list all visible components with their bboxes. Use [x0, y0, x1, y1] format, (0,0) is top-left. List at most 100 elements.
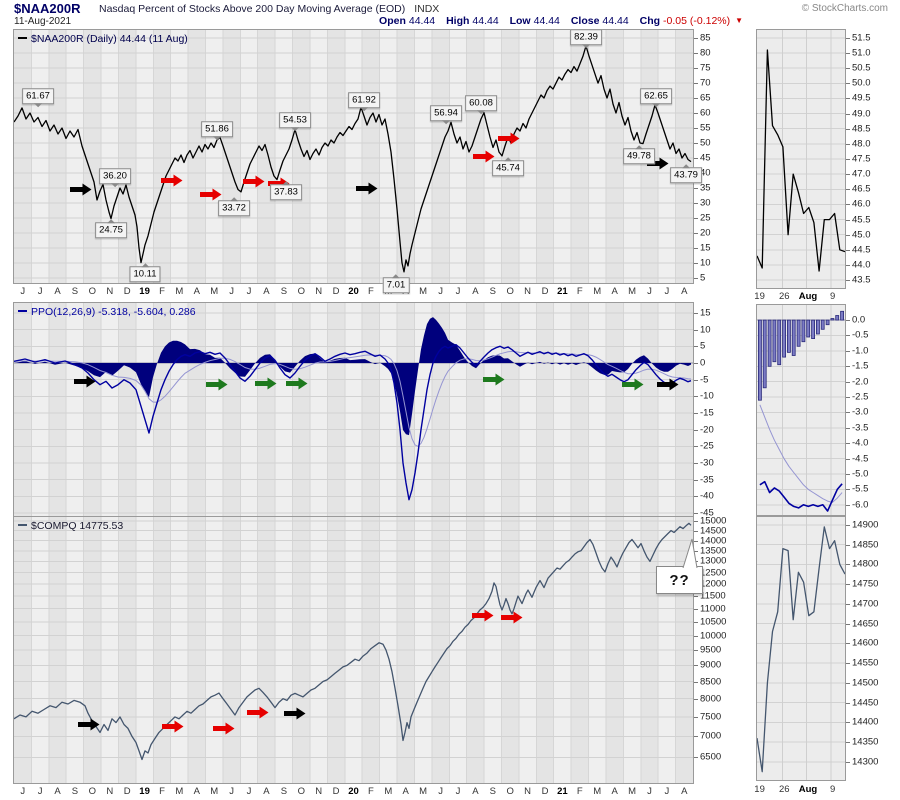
x-axis-month-label: J [455, 786, 461, 797]
low-label: Low [509, 15, 531, 27]
y-axis-tick [694, 38, 698, 39]
y-axis-tick [694, 203, 698, 204]
y-axis-tick [694, 248, 698, 249]
black-arrow-icon [356, 182, 378, 195]
compq-plot[interactable] [13, 516, 694, 784]
y-axis-tick [694, 128, 698, 129]
x-axis-month-label: M [419, 286, 428, 297]
x-axis-month-label: S [280, 286, 288, 297]
ppo-y-axis-label: 5 [700, 340, 706, 352]
ppo-y-axis-label: -20 [700, 424, 714, 436]
x-axis-month-label: J [438, 286, 443, 297]
ppo-y-axis-label: -30 [700, 457, 714, 469]
mini-naa200r-plot[interactable] [756, 29, 846, 289]
question-annotation-bubble: ?? [656, 566, 703, 594]
y-axis-tick [694, 413, 698, 414]
mini-ppo-y-axis-label: -3.0 [852, 406, 869, 418]
stockcharts-attribution-link[interactable]: © StockCharts.com [801, 3, 888, 14]
y-axis-tick [694, 396, 698, 397]
x-axis-month-label: S [489, 286, 496, 297]
y-axis-tick [846, 174, 850, 175]
red-arrow-icon [501, 611, 523, 624]
y-axis-tick [694, 531, 698, 532]
high-label: High [446, 15, 470, 27]
compq-panel-legend: $COMPQ 14775.53 [18, 520, 123, 532]
price-callout: 24.75 [95, 219, 127, 238]
x-axis-month-label: A [472, 286, 479, 297]
y-axis-tick [694, 609, 698, 610]
mini-ppo-y-axis-label: 0.0 [852, 314, 866, 326]
x-axis-month-label: M [419, 786, 428, 797]
black-arrow-icon [284, 707, 306, 720]
y-axis-tick [846, 624, 850, 625]
price-callout: 61.67 [22, 88, 54, 107]
mini-compq-y-axis-label: 14700 [852, 598, 879, 610]
red-arrow-icon [162, 720, 184, 733]
x-axis-month-label: N [524, 286, 532, 297]
y-axis-tick [846, 643, 850, 644]
mini-compq-plot[interactable] [756, 516, 846, 781]
main-price-y-axis-label: 55 [700, 122, 711, 134]
ppo-y-axis-label: -35 [700, 474, 714, 486]
price-callout: 45.74 [492, 157, 524, 176]
main-price-y-axis-label: 15 [700, 242, 711, 254]
y-axis-tick [694, 636, 698, 637]
y-axis-tick [846, 584, 850, 585]
main-price-y-axis-label: 75 [700, 62, 711, 74]
x-axis-month-label: S [280, 786, 288, 797]
red-arrow-icon [200, 188, 222, 201]
green-arrow-icon [286, 377, 308, 390]
main-price-y-axis-label: 35 [700, 182, 711, 194]
compq-y-axis-label: 8000 [700, 693, 722, 705]
main-price-plot[interactable] [13, 29, 694, 284]
symbol-title: $NAA200R [14, 1, 81, 16]
x-axis-month-label: A [611, 786, 618, 797]
x-axis-month-label: F [576, 786, 583, 797]
mini-naa200r-y-axis-label: 51.5 [852, 32, 871, 44]
y-axis-tick [694, 551, 698, 552]
y-axis-tick [846, 683, 850, 684]
price-callout: 37.83 [270, 181, 302, 200]
compq-y-axis-label: 13000 [700, 555, 727, 567]
price-callout: 60.08 [465, 95, 497, 114]
mini-x-axis-day-label: 9 [830, 291, 836, 302]
main-price-y-axis-label: 65 [700, 92, 711, 104]
y-axis-tick [694, 717, 698, 718]
mini-naa200r-y-axis-label: 46.5 [852, 183, 871, 195]
main-price-y-axis-label: 45 [700, 152, 711, 164]
main-price-y-axis-label: 60 [700, 107, 711, 119]
mini-compq-y-axis-label: 14900 [852, 519, 879, 531]
ppo-y-axis-label: -45 [700, 507, 714, 519]
compq-y-axis-label: 11000 [700, 603, 726, 615]
mini-compq-y-axis-label: 14400 [852, 716, 879, 728]
y-axis-tick [694, 158, 698, 159]
y-axis-tick [694, 53, 698, 54]
red-arrow-icon [161, 174, 183, 187]
ppo-plot[interactable] [13, 302, 694, 518]
x-axis-month-label: M [210, 286, 219, 297]
y-axis-tick [694, 233, 698, 234]
mini-naa200r-y-axis-label: 47.0 [852, 168, 871, 180]
price-callout: 62.65 [640, 88, 672, 107]
x-axis-month-label: 20 [348, 286, 359, 297]
mini-naa200r-y-axis-label: 45.0 [852, 229, 871, 241]
compq-y-axis-label: 9500 [700, 644, 722, 656]
x-axis-month-label: A [263, 286, 270, 297]
mini-x-axis-day-label: 9 [830, 783, 836, 795]
y-axis-tick [846, 564, 850, 565]
y-axis-tick [846, 489, 850, 490]
y-axis-tick [694, 430, 698, 431]
ppo-y-axis-label: 10 [700, 324, 711, 336]
mini-ppo-plot[interactable] [756, 304, 846, 516]
x-axis-month-label: A [472, 786, 479, 797]
mini-ppo-y-axis-label: -2.5 [852, 391, 869, 403]
mini-naa200r-y-axis-label: 50.5 [852, 62, 871, 74]
main-price-y-axis-label: 30 [700, 197, 711, 209]
price-callout: 33.72 [218, 197, 250, 216]
mini-ppo-y-axis-label: -6.0 [852, 499, 869, 511]
x-axis-month-label: 20 [348, 786, 359, 797]
y-axis-tick [846, 114, 850, 115]
x-axis-month-label: D [541, 286, 549, 297]
y-axis-tick [694, 521, 698, 522]
